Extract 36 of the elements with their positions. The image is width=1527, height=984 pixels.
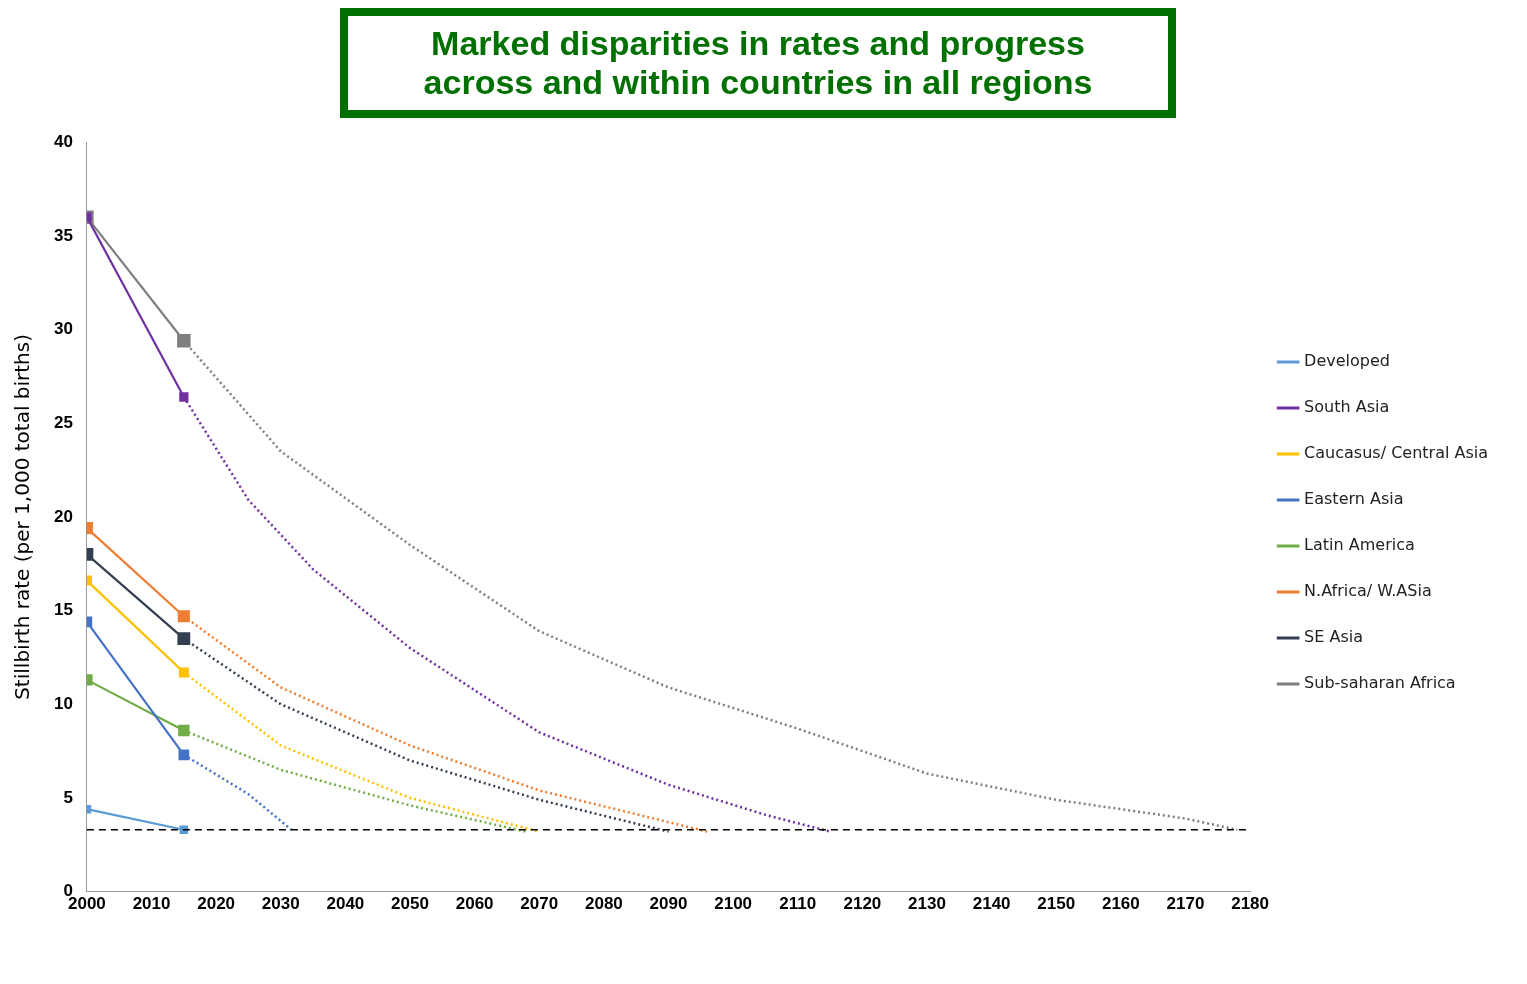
y-axis-title: Stillbirth rate (per 1,000 total births) xyxy=(10,333,35,700)
legend-label: Caucasus/ Central Asia xyxy=(1304,443,1489,463)
x-tick-label: 2120 xyxy=(843,894,882,914)
y-tick-label: 20 xyxy=(53,506,73,526)
legend-label: Developed xyxy=(1304,351,1390,371)
x-tick-label: 2140 xyxy=(972,894,1011,914)
legend-label: Eastern Asia xyxy=(1304,489,1404,509)
x-tick-label: 2130 xyxy=(908,894,946,914)
legend-label: SE Asia xyxy=(1304,627,1364,647)
x-tick-label: 2080 xyxy=(584,894,623,914)
x-tick-label: 2060 xyxy=(455,894,494,914)
legend-label: N.Africa/ W.ASia xyxy=(1304,581,1432,601)
x-tick-label: 2170 xyxy=(1166,894,1205,914)
legend-label: South Asia xyxy=(1304,397,1390,417)
x-tick-label: 2020 xyxy=(197,894,236,914)
chart-title: Marked disparities in rates and progress across and within countries in all regions xyxy=(340,8,1176,118)
x-tick-label: 2010 xyxy=(132,894,171,914)
x-tick-label: 2110 xyxy=(779,894,817,914)
y-tick-label: 10 xyxy=(53,693,73,713)
x-tick-label: 2030 xyxy=(261,894,300,914)
x-tick-label: 2150 xyxy=(1037,894,1076,914)
x-tick-label: 2180 xyxy=(1231,894,1270,914)
y-tick-label: 40 xyxy=(53,131,73,151)
y-tick-label: 35 xyxy=(53,225,73,245)
y-tick-label: 30 xyxy=(53,319,73,339)
y-tick-label: 5 xyxy=(63,787,73,807)
x-tick-label: 2100 xyxy=(714,894,753,914)
x-tick-label: 2070 xyxy=(520,894,559,914)
y-tick-label: 25 xyxy=(53,412,73,432)
x-tick-label: 2040 xyxy=(326,894,365,914)
x-tick-label: 2160 xyxy=(1101,894,1140,914)
x-tick-label: 2090 xyxy=(649,894,688,914)
legend-label: Sub-saharan Africa xyxy=(1304,673,1456,693)
y-tick-label: 15 xyxy=(53,600,73,620)
legend-label: Latin America xyxy=(1304,535,1415,555)
x-tick-label: 2050 xyxy=(391,894,429,914)
